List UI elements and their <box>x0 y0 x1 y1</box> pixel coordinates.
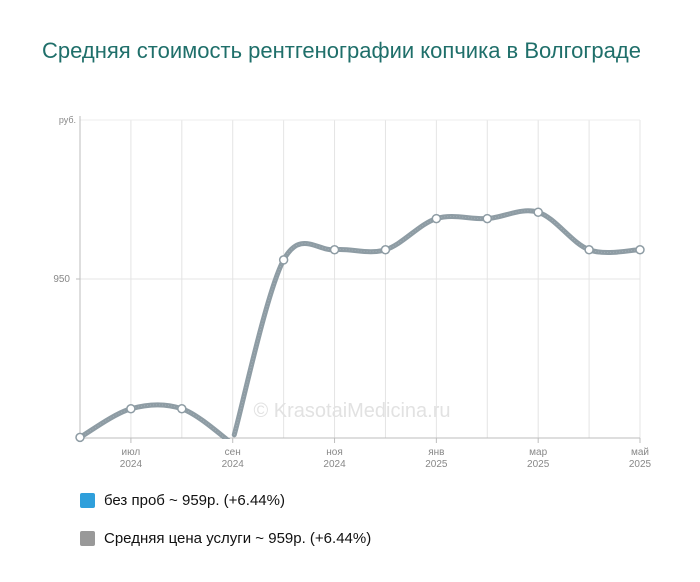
legend-swatch <box>80 530 95 546</box>
x-tick-year-label: 2024 <box>120 459 143 470</box>
x-tick-label: сен <box>225 447 241 458</box>
watermark: © KrasotaiMedicina.ru <box>253 400 450 422</box>
legend-item-average-price[interactable]: Средняя цена услуги ~ 959р. (+6.44%) <box>80 526 371 550</box>
series-line-texture <box>233 210 641 435</box>
data-point <box>278 255 289 265</box>
data-point <box>75 432 85 443</box>
x-tick-year-label: 2024 <box>222 459 245 470</box>
legend-swatch <box>80 492 95 508</box>
axes: руб.950июл2024сен2024ноя2024янв2025мар20… <box>53 115 651 470</box>
legend: без проб ~ 959р. (+6.44%) Средняя цена у… <box>80 488 371 564</box>
data-point <box>380 244 391 255</box>
data-point <box>584 244 594 255</box>
data-point <box>177 403 187 414</box>
data-point <box>533 207 543 217</box>
x-tick-label: янв <box>428 447 444 458</box>
x-tick-year-label: 2025 <box>629 459 652 470</box>
legend-label: Средняя цена услуги ~ 959р. (+6.44%) <box>104 529 372 547</box>
grid <box>80 119 641 438</box>
chart-title: Средняя стоимость рентгенографии копчика… <box>42 38 641 63</box>
data-point <box>329 244 340 255</box>
data-point <box>635 244 645 255</box>
data-point <box>431 213 442 224</box>
x-tick-label: май <box>631 447 649 458</box>
y-tick-label: 950 <box>53 274 70 285</box>
y-unit-label: руб. <box>59 115 76 125</box>
x-tick-label: ноя <box>326 447 343 458</box>
data-point <box>482 213 493 224</box>
x-tick-label: мар <box>529 447 547 458</box>
series-line <box>77 402 231 439</box>
data-point <box>126 403 136 414</box>
x-tick-label: июл <box>122 447 141 458</box>
series-line-texture <box>79 404 228 439</box>
x-tick-year-label: 2024 <box>323 459 346 470</box>
legend-item-bez-prob[interactable]: без проб ~ 959р. (+6.44%) <box>80 488 371 512</box>
x-tick-year-label: 2025 <box>527 459 550 470</box>
data-points <box>75 207 645 443</box>
x-tick-year-label: 2025 <box>425 459 448 470</box>
legend-label: без проб ~ 959р. (+6.44%) <box>104 491 285 509</box>
